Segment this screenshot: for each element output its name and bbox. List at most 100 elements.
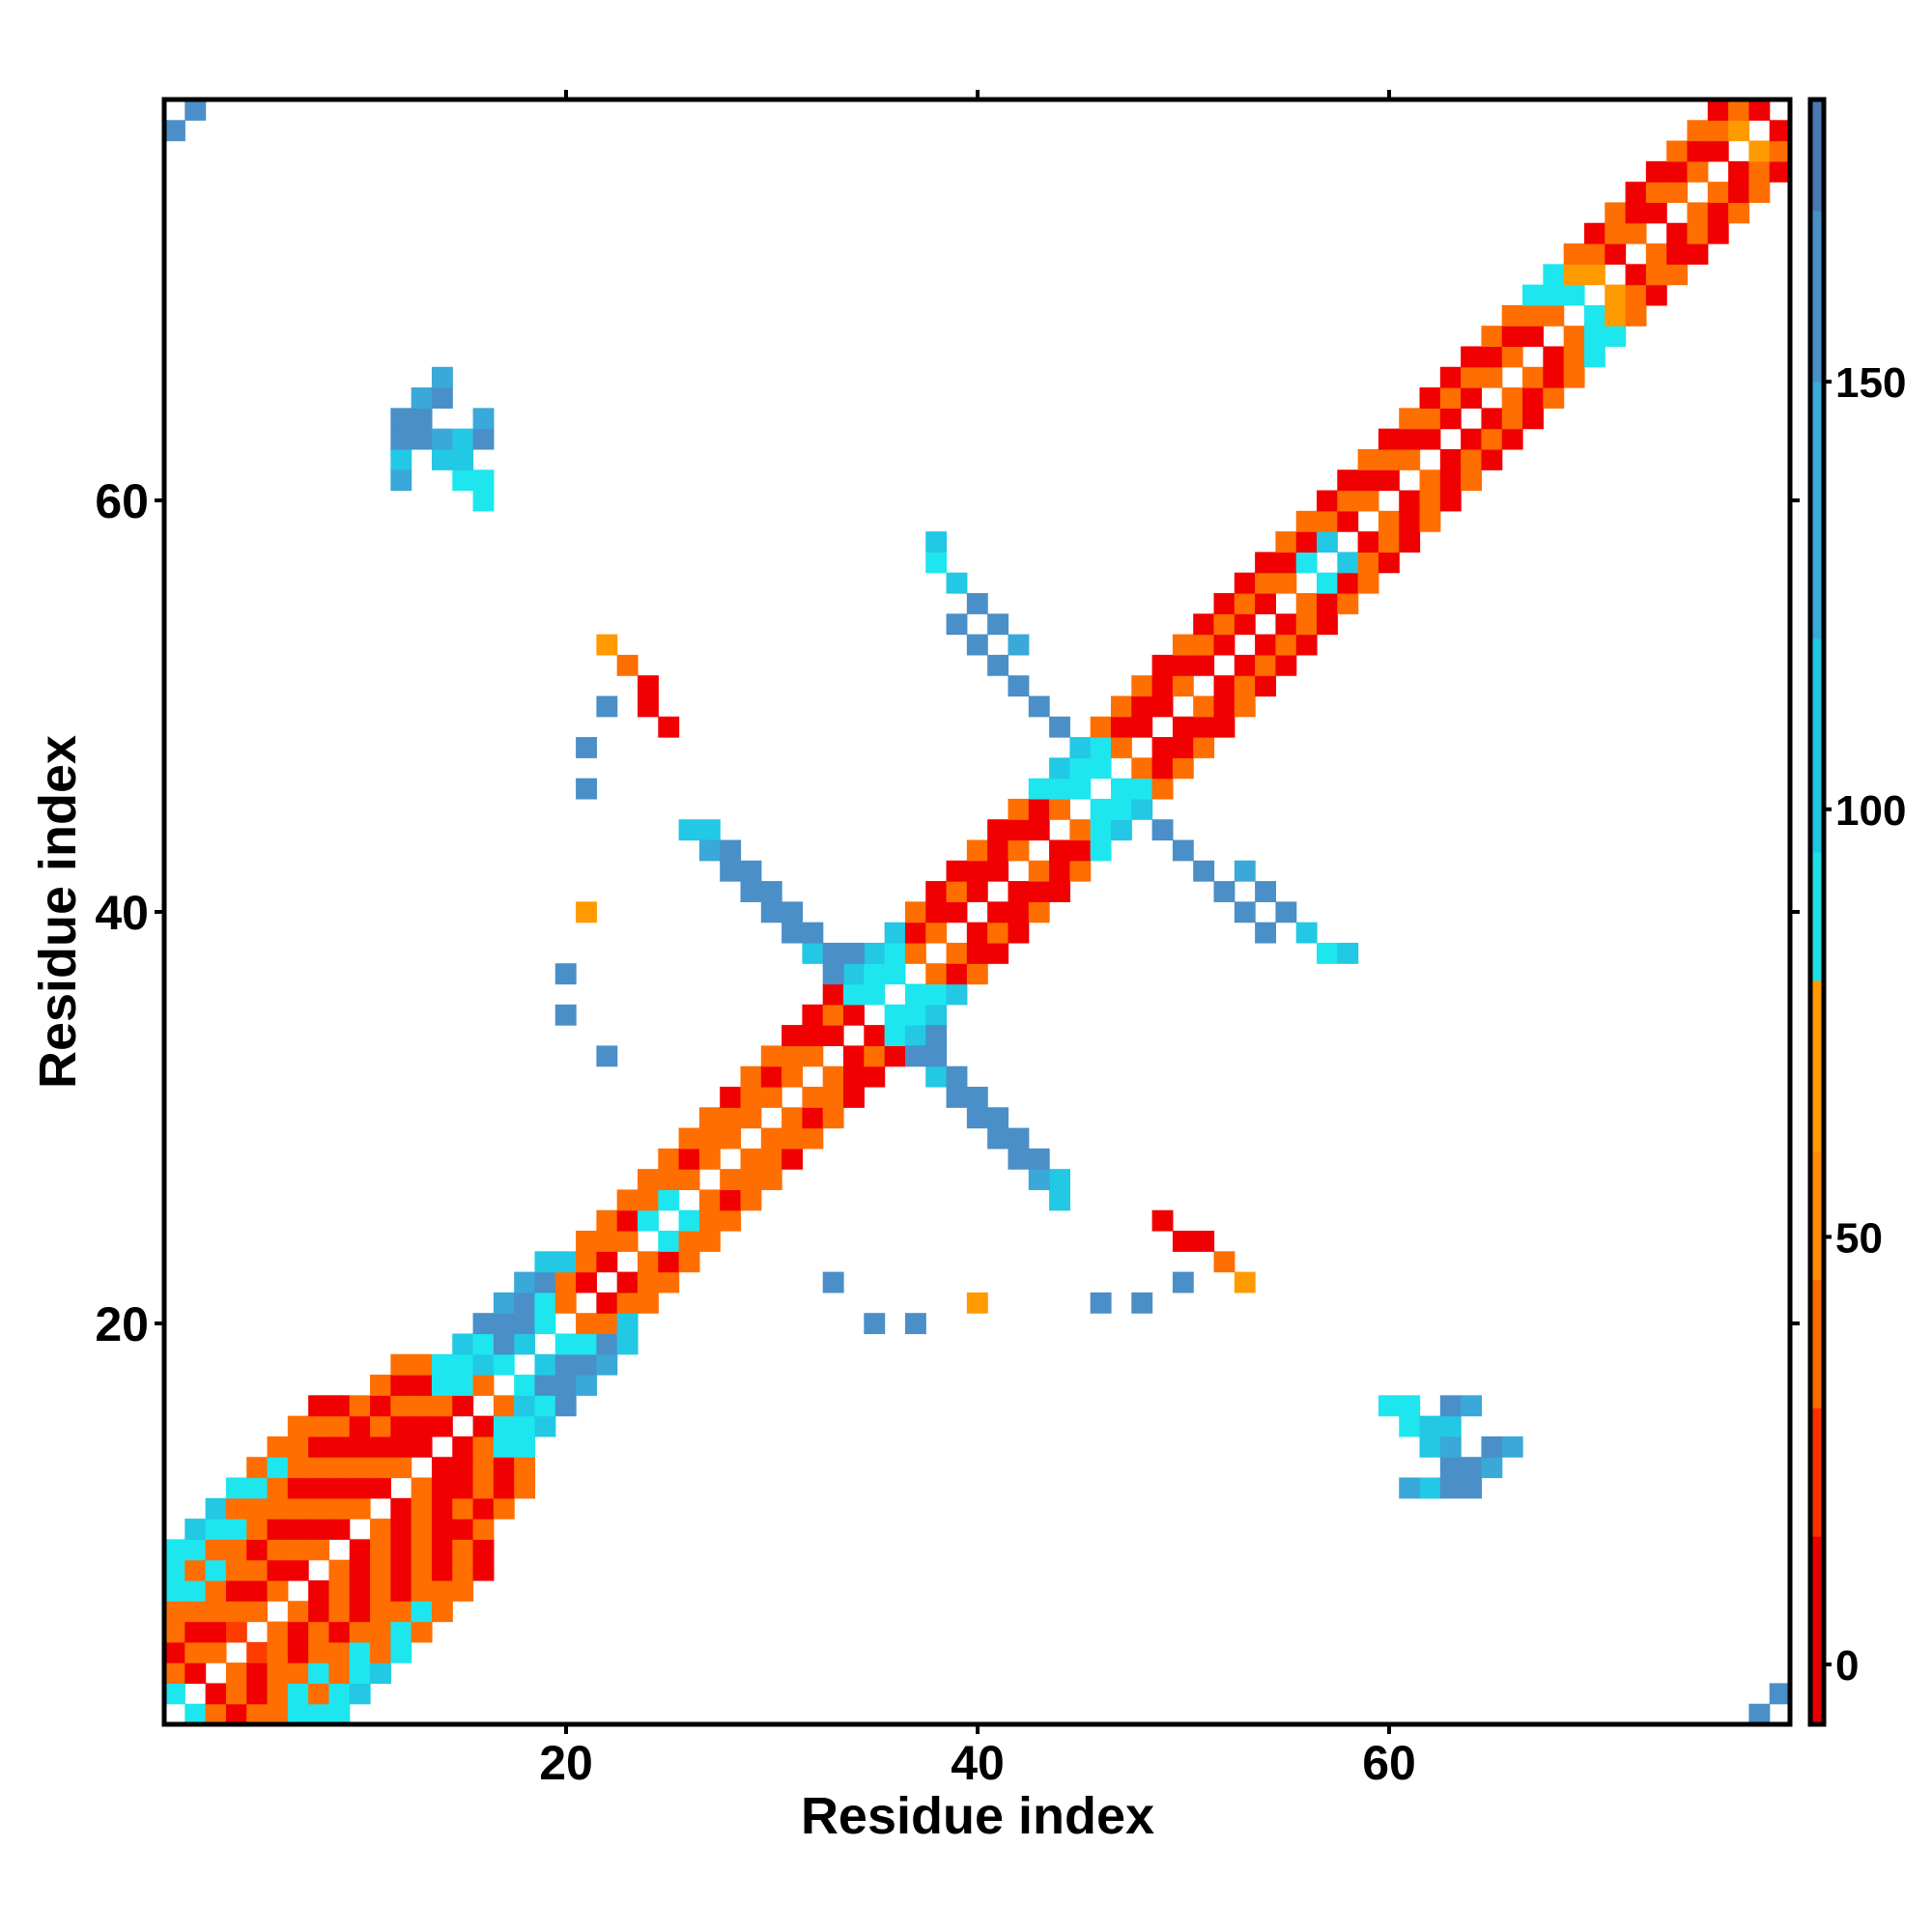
x-tick-label: 40 [951, 1736, 1005, 1790]
heatmap-cell [246, 1477, 269, 1499]
heatmap-cell [576, 1353, 597, 1376]
heatmap-cell [1172, 737, 1194, 758]
heatmap-cell [1234, 572, 1256, 594]
heatmap-cell [966, 1292, 988, 1314]
heatmap-cell [1439, 1435, 1462, 1458]
heatmap-cell [1255, 654, 1276, 676]
heatmap-cell [843, 1045, 865, 1067]
heatmap-cell [225, 1539, 247, 1561]
heatmap-cell [308, 1539, 330, 1561]
heatmap-cell [1275, 531, 1297, 553]
heatmap-cell [720, 1107, 742, 1129]
heatmap-cell [390, 428, 412, 450]
heatmap-cell [1543, 284, 1565, 306]
heatmap-cell [308, 1703, 330, 1725]
heatmap-cell [1213, 1251, 1236, 1273]
heatmap-cell [328, 1519, 351, 1540]
x-tick-label: 60 [1362, 1736, 1416, 1790]
heatmap-cell [534, 1313, 556, 1335]
heatmap-cell [884, 922, 906, 944]
heatmap-cell [370, 1457, 391, 1479]
heatmap-cell [1028, 1148, 1050, 1170]
heatmap-cell [370, 1477, 391, 1499]
heatmap-cell [1028, 696, 1050, 718]
heatmap-cell [1707, 99, 1729, 121]
heatmap-cell [1439, 366, 1462, 388]
heatmap-cell [514, 1292, 536, 1314]
heatmap-cell [287, 1662, 309, 1685]
heatmap-cell [1172, 716, 1194, 738]
heatmap-cell [1151, 1209, 1174, 1232]
heatmap-cell [698, 1189, 721, 1211]
heatmap-cell [411, 387, 433, 409]
heatmap-cell [452, 1395, 474, 1417]
heatmap-cell [164, 1683, 185, 1705]
heatmap-cell [534, 1375, 556, 1396]
heatmap-cell [1151, 696, 1174, 718]
heatmap-cell [1645, 264, 1667, 286]
heatmap-cell [637, 1189, 659, 1211]
heatmap-cell [1481, 1435, 1503, 1458]
heatmap-cell [637, 1271, 659, 1293]
heatmap-cell [1645, 202, 1667, 224]
colorbar-ticks: 0 50 100 150 [1824, 359, 1906, 1690]
heatmap-cell [760, 1065, 782, 1088]
heatmap-cell [164, 1662, 185, 1685]
heatmap-cell [884, 1045, 906, 1067]
heatmap-cell [1008, 881, 1030, 902]
heatmap-cell [1645, 182, 1667, 204]
heatmap-cell [740, 1169, 762, 1191]
heatmap-cell [411, 1559, 433, 1581]
heatmap-cell [390, 1415, 412, 1437]
heatmap-cell [1234, 860, 1256, 882]
heatmap-cell [1461, 448, 1483, 470]
heatmap-cell [760, 1148, 782, 1170]
heatmap-cell [267, 1621, 289, 1643]
heatmap-cell [802, 942, 824, 964]
heatmap-cell [740, 1107, 762, 1129]
heatmap-cell [1357, 469, 1379, 492]
heatmap-cell [554, 1375, 577, 1396]
heatmap-cell [1069, 860, 1092, 882]
heatmap-cell [1049, 757, 1070, 780]
heatmap-cell [616, 1271, 639, 1293]
heatmap-cell [472, 428, 495, 450]
heatmap-cell [822, 983, 844, 1006]
heatmap-cell [1563, 264, 1585, 286]
heatmap-cell [802, 1107, 824, 1129]
heatmap-cell [472, 1435, 495, 1458]
heatmap-cell [904, 942, 926, 964]
heatmap-cell [1769, 120, 1791, 142]
heatmap-cell [760, 1086, 782, 1108]
heatmap-cell [493, 1292, 515, 1314]
heatmap-cell [534, 1251, 556, 1273]
heatmap-cell [1687, 202, 1709, 224]
colorbar-tick-label: 150 [1835, 359, 1906, 407]
heatmap-cell [472, 1375, 495, 1396]
heatmap-cell [1419, 408, 1441, 430]
heatmap-cell [1563, 346, 1585, 368]
heatmap-cell [1090, 798, 1112, 820]
heatmap-cell [925, 922, 948, 944]
heatmap-cell [1769, 140, 1791, 162]
heatmap-cell [966, 963, 988, 985]
heatmap-cell [1461, 1477, 1483, 1499]
heatmap-cell [514, 1415, 536, 1437]
heatmap-cell [1707, 182, 1729, 204]
heatmap-cell [1090, 819, 1112, 841]
heatmap-cell [1090, 839, 1112, 862]
heatmap-cell [452, 448, 474, 470]
heatmap-cell [1295, 634, 1318, 656]
heatmap-cell [1625, 222, 1647, 244]
heatmap-cell [843, 942, 865, 964]
heatmap-cell [1461, 469, 1483, 492]
heatmap-cell [287, 1539, 309, 1561]
heatmap-cell [514, 1395, 536, 1417]
heatmap-cell [616, 1209, 639, 1232]
heatmap-cell [678, 1127, 700, 1150]
heatmap-cell [1151, 737, 1174, 758]
heatmap-cell [1069, 819, 1092, 841]
heatmap-cell [452, 1477, 474, 1499]
heatmap-cell [843, 1086, 865, 1108]
heatmap-cell [1378, 510, 1400, 532]
